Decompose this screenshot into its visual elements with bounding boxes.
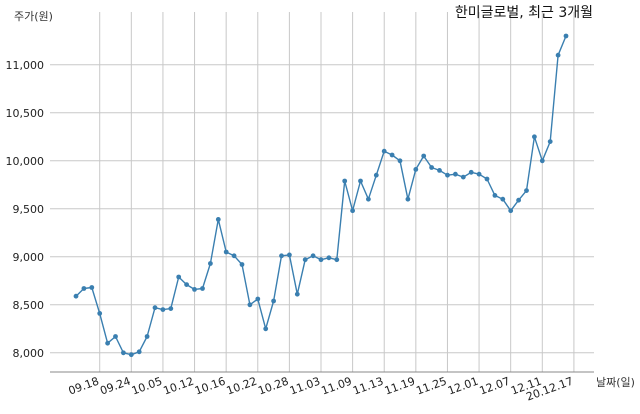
data-point xyxy=(176,274,182,280)
chart-title: 한미글로벌, 최근 3개월 xyxy=(455,5,593,21)
data-point xyxy=(547,139,553,145)
x-tick-label: 10.28 xyxy=(256,375,290,398)
y-tick-label: 9,500 xyxy=(13,203,45,216)
y-tick-label: 8,500 xyxy=(13,299,45,312)
data-point xyxy=(326,255,332,261)
data-point xyxy=(334,257,340,263)
data-point xyxy=(500,196,506,202)
data-point xyxy=(215,217,221,222)
data-point xyxy=(539,158,545,164)
y-tick-labels: 8,000 8,500 9,000 9,500 10,000 10,500 11,000 xyxy=(6,59,45,360)
data-point xyxy=(413,167,419,172)
data-point xyxy=(152,305,158,311)
x-tick-label: 12.01 xyxy=(446,375,480,398)
x-tick-label: 11.09 xyxy=(320,375,354,398)
price-series xyxy=(73,33,569,358)
grid-lines xyxy=(50,12,594,372)
data-point xyxy=(302,257,308,263)
data-point xyxy=(381,148,387,154)
data-point xyxy=(366,196,371,202)
data-point xyxy=(516,197,521,203)
data-point xyxy=(318,257,324,263)
data-point xyxy=(105,340,110,346)
data-point xyxy=(287,252,292,258)
data-point xyxy=(350,208,355,214)
data-point xyxy=(208,261,213,266)
data-point xyxy=(239,262,245,267)
data-point xyxy=(192,287,197,292)
data-point xyxy=(81,286,87,291)
y-tick-label: 8,000 xyxy=(13,347,45,360)
data-point xyxy=(271,298,276,304)
data-point xyxy=(563,33,569,39)
data-point xyxy=(468,169,474,175)
x-tick-label: 11.03 xyxy=(288,375,322,398)
data-point xyxy=(421,153,427,159)
y-tick-label: 10,000 xyxy=(6,155,45,168)
x-tick-label: 11.19 xyxy=(383,375,417,398)
data-point xyxy=(89,285,95,290)
x-tick-label: 10.05 xyxy=(130,375,164,398)
data-point xyxy=(113,334,118,339)
x-tick-label: 09.24 xyxy=(98,375,132,398)
data-point xyxy=(508,208,514,214)
x-tick-label: 09.18 xyxy=(67,375,101,398)
data-point xyxy=(73,293,79,299)
data-point xyxy=(555,52,561,58)
y-tick-label: 9,000 xyxy=(13,251,45,264)
x-tick-label: 10.12 xyxy=(162,375,196,398)
data-point xyxy=(294,291,300,297)
data-point xyxy=(397,158,403,164)
data-point xyxy=(358,178,363,184)
data-point xyxy=(168,306,174,311)
data-point xyxy=(524,188,529,194)
data-point xyxy=(144,334,150,339)
data-point xyxy=(128,352,134,358)
data-point xyxy=(437,168,442,173)
data-point xyxy=(373,172,379,178)
x-tick-label: 11.25 xyxy=(414,375,448,398)
data-point xyxy=(160,307,166,312)
y-axis-label: 주가(원) xyxy=(14,10,53,23)
x-axis-label: 날짜(일) xyxy=(596,375,635,389)
data-point xyxy=(255,296,261,302)
data-point xyxy=(310,253,316,259)
y-tick-label: 11,000 xyxy=(6,59,45,72)
data-point xyxy=(484,176,490,182)
data-point xyxy=(184,282,190,287)
x-tick-label: 10.16 xyxy=(193,375,227,398)
data-point xyxy=(453,171,458,177)
data-point xyxy=(136,349,142,355)
y-tick-label: 10,500 xyxy=(6,107,45,120)
x-tick-labels: 09.1809.2410.0510.1210.1610.2210.2811.03… xyxy=(67,375,575,404)
data-point xyxy=(492,193,498,198)
data-point xyxy=(121,350,126,356)
x-tick-label: 10.22 xyxy=(225,375,259,398)
data-point xyxy=(389,152,395,158)
data-point xyxy=(429,165,434,170)
data-point xyxy=(445,172,450,178)
data-point xyxy=(247,302,253,308)
data-point xyxy=(200,286,205,291)
data-point xyxy=(263,326,269,332)
data-point xyxy=(279,253,284,259)
x-tick-label: 12.07 xyxy=(478,375,512,398)
data-point xyxy=(476,171,482,177)
data-point xyxy=(342,178,348,184)
data-point xyxy=(231,253,237,259)
data-point xyxy=(97,311,103,316)
x-tick-label: 11.13 xyxy=(351,375,385,398)
data-point xyxy=(532,134,537,140)
data-point xyxy=(405,196,411,202)
data-point xyxy=(223,249,229,255)
data-point xyxy=(460,174,466,180)
